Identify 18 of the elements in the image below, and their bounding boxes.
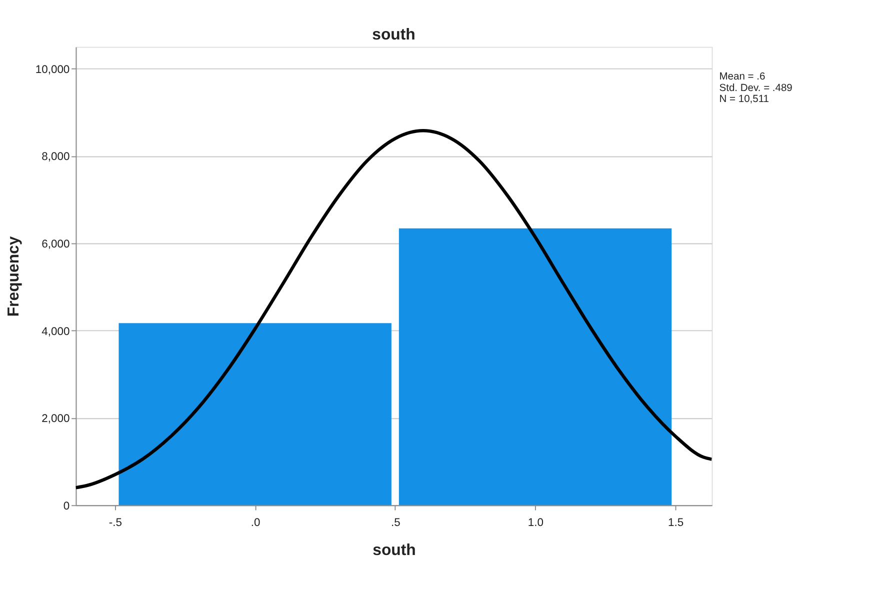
y-tick-label: 0 [63, 500, 70, 512]
text: Std. Dev. = .489 [719, 82, 793, 94]
y-axis-title: Frequency [6, 236, 23, 317]
y-tick-label: 4,000 [42, 326, 70, 338]
y-tick-label: 2,000 [42, 413, 70, 426]
text: N = 10,511 [719, 94, 770, 106]
x-tick-label: .5 [390, 517, 400, 530]
x-tick-label: 1.0 [528, 517, 544, 530]
y-tick-label: 10,000 [35, 64, 70, 76]
text: Mean = .6 [719, 72, 766, 83]
x-tick-label: .0 [250, 517, 260, 530]
line-series [76, 129, 712, 490]
chart-title: south [372, 26, 416, 44]
x-tick-label: -.5 [108, 517, 122, 530]
x-axis-title: south [372, 542, 416, 560]
y-tick-label: 6,000 [42, 238, 70, 250]
y-tick-label: 8,000 [42, 151, 70, 164]
x-tick-label: 1.5 [668, 517, 684, 530]
